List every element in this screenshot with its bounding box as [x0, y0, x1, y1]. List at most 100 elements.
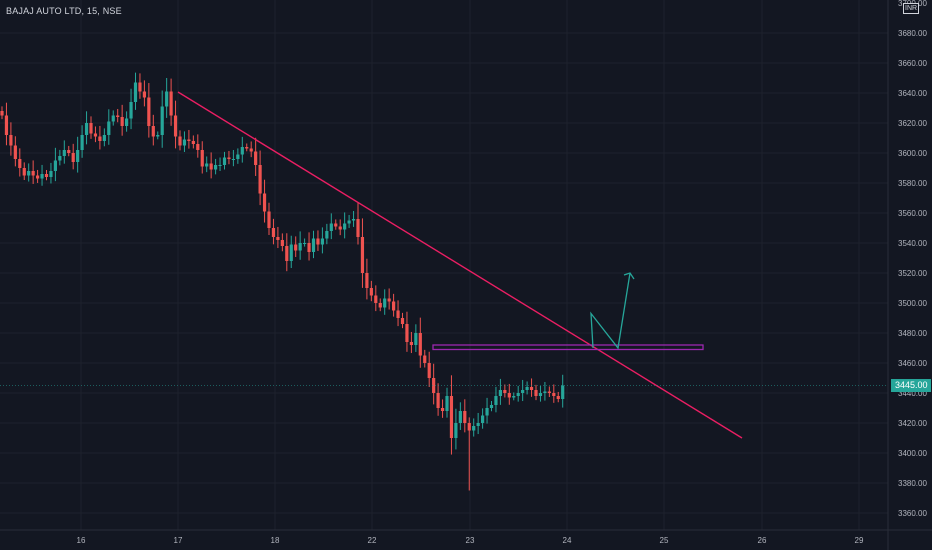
candle-body	[62, 150, 66, 156]
trendline[interactable]	[177, 91, 743, 439]
candle-body	[365, 273, 369, 288]
candle-body	[289, 244, 293, 261]
price-tick-label: 3440.00	[898, 389, 927, 398]
candle-body	[498, 390, 502, 396]
candle-body	[294, 244, 298, 251]
candle-body	[205, 163, 209, 167]
candle-body	[151, 126, 155, 137]
price-tick-label: 3640.00	[898, 89, 927, 98]
candle-body	[414, 333, 418, 345]
candle-body	[9, 135, 13, 146]
candle-body	[0, 111, 4, 116]
candle-body	[182, 139, 187, 146]
candle-body	[236, 154, 240, 159]
candle-body	[22, 168, 26, 176]
price-tick-label: 3360.00	[898, 509, 927, 518]
candle-body	[387, 298, 391, 302]
price-tick-label: 3460.00	[898, 359, 927, 368]
candle-body	[58, 156, 62, 161]
candle-body	[396, 310, 400, 318]
candle-body	[249, 148, 253, 152]
candle-body	[111, 115, 115, 122]
candle-body	[44, 174, 49, 177]
price-tick-label: 3680.00	[898, 29, 927, 38]
candle-body	[258, 165, 262, 194]
candle-body	[458, 411, 462, 423]
candle-body	[4, 115, 9, 135]
candle-body	[280, 240, 284, 246]
candle-body	[383, 298, 387, 308]
candle-body	[325, 231, 329, 239]
candle-body	[71, 153, 75, 162]
candle-body	[507, 393, 511, 398]
candle-body	[432, 378, 436, 393]
candle-body	[214, 165, 218, 170]
price-tick-label: 3520.00	[898, 269, 927, 278]
price-axis[interactable]: 3360.00 3380.00 3400.00 3420.00 3440.00 3460.…	[887, 0, 927, 550]
time-tick-label: 17	[174, 536, 183, 545]
time-tick-label: 18	[271, 536, 280, 545]
candle-body	[102, 135, 106, 141]
candle-body	[169, 91, 173, 116]
candle-body	[262, 193, 267, 212]
candle-body	[503, 390, 507, 393]
candle-body	[516, 393, 520, 396]
candle-body	[334, 223, 338, 227]
candle-body	[89, 123, 93, 134]
candle-body	[218, 165, 222, 166]
candle-body	[76, 150, 80, 162]
candle-body	[227, 157, 231, 159]
candle-body	[476, 423, 480, 426]
support-zone[interactable]	[432, 344, 704, 351]
projection-arrowhead	[623, 272, 635, 280]
candle-body	[454, 423, 458, 438]
candle-body	[191, 141, 195, 144]
candle-body	[400, 318, 405, 324]
candle-body	[338, 226, 342, 230]
candle-body	[521, 390, 525, 393]
candle-body	[494, 396, 498, 405]
time-axis[interactable]: 16 17 18 22 23 24 25 26 29	[0, 529, 932, 545]
price-tick-label: 3560.00	[898, 209, 927, 218]
currency-label[interactable]: INR	[903, 3, 920, 14]
price-tick-label: 3620.00	[898, 119, 927, 128]
time-tick-label: 22	[368, 536, 377, 545]
candle-body	[267, 211, 271, 228]
candle-body	[98, 136, 102, 141]
candle-body	[556, 396, 560, 399]
candle-body	[298, 243, 302, 251]
candle-body	[53, 160, 57, 171]
candle-body	[13, 145, 17, 159]
candle-body	[472, 426, 476, 431]
candle-body	[538, 393, 543, 396]
candle-body	[489, 405, 494, 408]
candle-body	[485, 408, 489, 416]
candle-body	[343, 223, 347, 230]
projection-path[interactable]	[590, 272, 631, 350]
candle-body	[427, 363, 431, 378]
candle-body	[440, 408, 445, 411]
candle-body	[160, 106, 164, 135]
candle-body	[392, 301, 396, 311]
candle-body	[173, 115, 178, 137]
candle-body	[445, 396, 449, 411]
candle-body	[561, 385, 565, 399]
candle-body	[356, 219, 360, 237]
candle-body	[351, 219, 356, 221]
candle-body	[254, 151, 258, 165]
candle-body	[178, 136, 182, 146]
candle-body	[142, 91, 146, 98]
candle-body	[125, 118, 129, 126]
candle-body	[276, 237, 280, 240]
candle-body	[481, 415, 485, 423]
candle-body	[80, 135, 84, 150]
price-tick-label: 3580.00	[898, 179, 927, 188]
candle-body	[369, 288, 373, 296]
candle-body	[449, 396, 454, 438]
candle-body	[347, 220, 351, 224]
time-tick-label: 24	[563, 536, 572, 545]
candle-body	[67, 150, 71, 153]
candle-body	[93, 133, 98, 137]
candle-body	[36, 175, 40, 179]
